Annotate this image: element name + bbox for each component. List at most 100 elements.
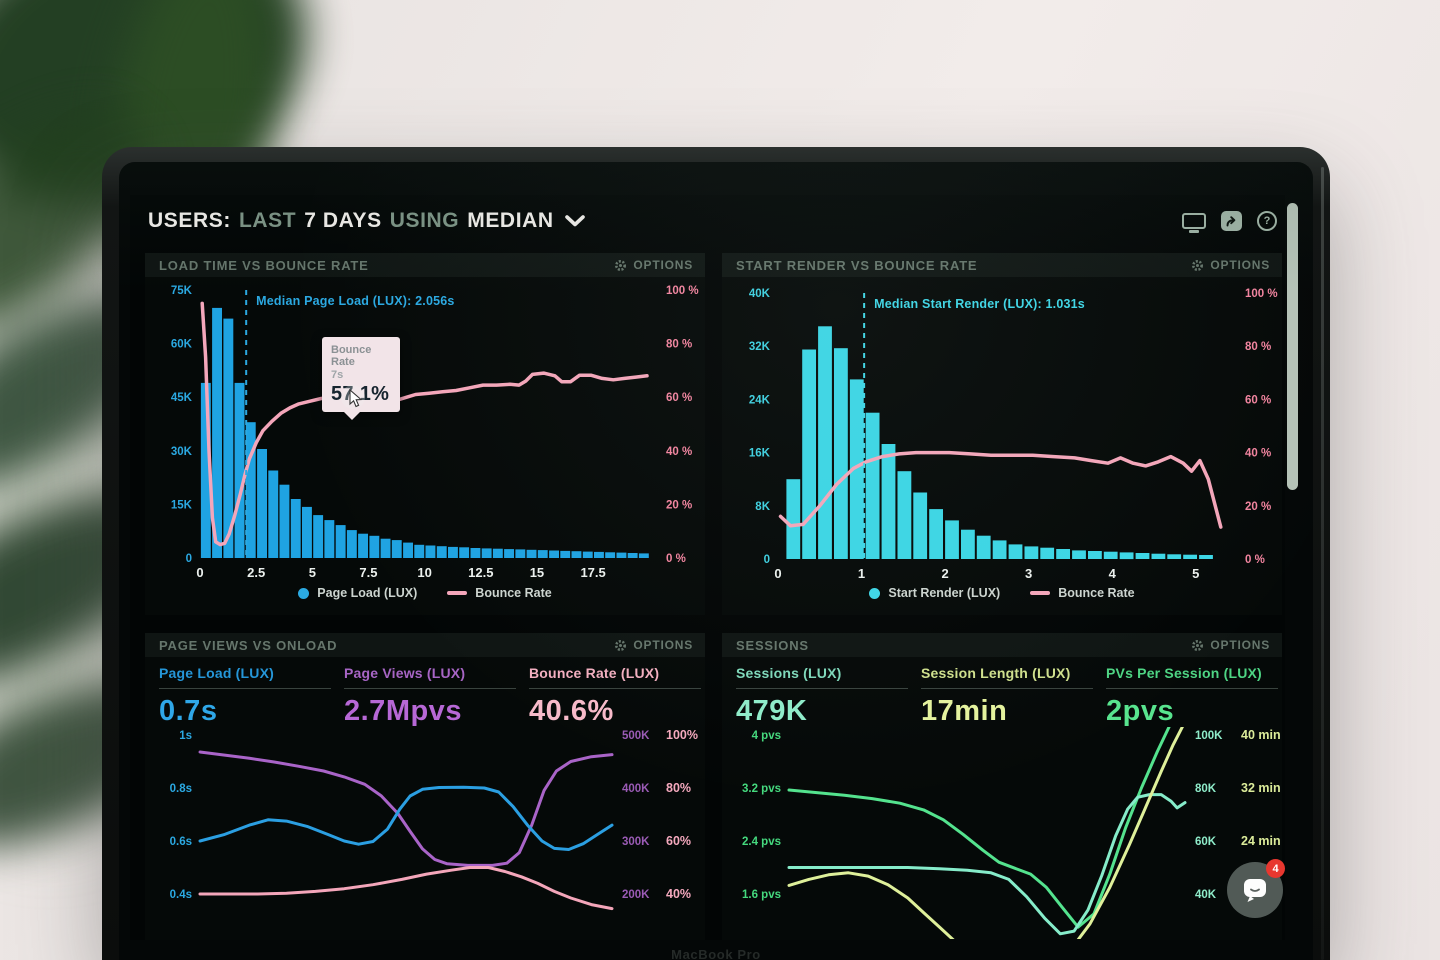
loadtime-chart[interactable]: 75K 100 % 60K 80 % 45K 60 % 30K 40 % 15K 20 % 0 0 %… [150,282,706,598]
bar[interactable] [605,552,616,558]
bar[interactable] [834,348,848,559]
legend-item[interactable]: Bounce Rate [447,586,552,600]
startrender-chart[interactable]: 40K 100 % 32K 80 % 24K 60 % 16K 40 % 8K 20 % 0 0 % 0… [727,282,1283,598]
options-button[interactable]: OPTIONS [614,258,693,272]
legend-item[interactable]: Start Render (LUX) [869,586,1000,600]
bar[interactable] [897,471,912,559]
bar[interactable] [268,470,279,559]
axis-tick-label: 60K [171,339,193,351]
bar[interactable] [369,535,380,558]
metric-value: 0.7s [159,695,218,727]
bar[interactable] [526,549,537,558]
bar[interactable] [470,548,481,558]
bar[interactable] [212,307,222,558]
bar[interactable] [403,542,413,558]
bar[interactable] [1088,551,1102,559]
bar[interactable] [627,553,638,558]
line-series[interactable] [787,793,1187,936]
scrollbar-thumb[interactable] [1287,203,1298,490]
bar[interactable] [346,530,357,558]
bar[interactable] [945,520,959,559]
bar[interactable] [976,535,991,559]
bar[interactable] [290,499,301,558]
display-icon[interactable] [1182,213,1206,229]
bar[interactable] [414,544,425,558]
bar[interactable] [1167,554,1182,559]
bar[interactable] [200,382,211,558]
bar[interactable] [504,549,514,558]
bar[interactable] [929,509,943,559]
bar[interactable] [560,550,571,558]
bar[interactable] [571,551,582,558]
bar[interactable] [313,515,324,558]
bar[interactable] [549,550,559,559]
legend-item[interactable]: Page Load (LUX) [298,586,417,600]
line-series[interactable] [198,785,614,851]
bar[interactable] [1056,549,1070,559]
bar[interactable] [1024,546,1039,559]
bar[interactable] [459,547,470,558]
bar[interactable] [992,540,1007,559]
sessions-chart[interactable]: 4 pvs 100K 40 min 3.2 pvs 80K 32 min 2.4 pvs 60… [727,727,1283,939]
line-series[interactable] [787,727,1185,929]
bar[interactable] [616,552,627,558]
bar[interactable] [257,449,267,558]
bar[interactable] [881,444,896,559]
bar[interactable] [594,551,604,558]
bar[interactable] [865,412,880,559]
bar[interactable] [802,349,816,560]
bar[interactable] [582,551,593,558]
bar[interactable] [436,546,447,558]
share-icon[interactable] [1221,211,1242,231]
bar[interactable] [1103,551,1118,559]
axis-tick-label: 2 [941,566,948,581]
line-series[interactable] [198,866,614,911]
bar[interactable] [537,550,548,558]
bar[interactable] [1151,553,1166,559]
bar[interactable] [515,549,526,558]
bar[interactable] [1135,553,1150,559]
chat-widget-button[interactable]: 4 [1227,859,1285,918]
line-series[interactable] [787,727,1185,939]
pageviews-chart[interactable]: 1s 500K 100% 0.8s 400K 80% 0.6s 300K 60% 0.4s 200K… [150,727,706,939]
bar[interactable] [786,479,801,559]
bar[interactable] [1183,554,1197,559]
bar[interactable] [492,548,503,558]
bar[interactable] [1008,544,1023,559]
help-icon[interactable]: ? [1257,211,1277,231]
bar[interactable] [358,533,368,558]
bar[interactable] [961,529,975,559]
bar[interactable] [324,520,335,558]
bar[interactable] [1119,552,1134,560]
axis-tick-label: 2.5 [247,565,265,580]
line-series[interactable] [198,750,614,867]
bar[interactable] [391,540,402,558]
bar[interactable] [1072,550,1086,559]
bar[interactable] [223,318,234,558]
bar[interactable] [425,545,436,559]
bar[interactable] [1199,555,1213,559]
bar[interactable] [638,553,649,558]
bar[interactable] [913,492,928,560]
bar[interactable] [234,382,245,558]
bar[interactable] [335,525,346,558]
bar[interactable] [849,379,864,559]
options-button[interactable]: OPTIONS [614,638,693,652]
bar[interactable] [279,484,290,558]
mouse-cursor-icon [348,388,364,414]
options-button[interactable]: OPTIONS [1191,638,1270,652]
options-button[interactable]: OPTIONS [1191,258,1270,272]
bar[interactable] [448,546,458,558]
line-series[interactable] [778,450,1223,529]
legend-item[interactable]: Bounce Rate [1030,586,1135,600]
bar[interactable] [1040,547,1055,559]
bar[interactable] [302,506,312,558]
metric-divider [1106,688,1278,689]
title-part: USING [389,209,460,232]
bar[interactable] [380,538,391,558]
axis-tick-label: 40K [1195,889,1217,901]
bar[interactable] [481,548,492,558]
chevron-down-icon[interactable] [564,215,585,227]
bar[interactable] [818,326,832,560]
bar[interactable] [245,422,256,558]
